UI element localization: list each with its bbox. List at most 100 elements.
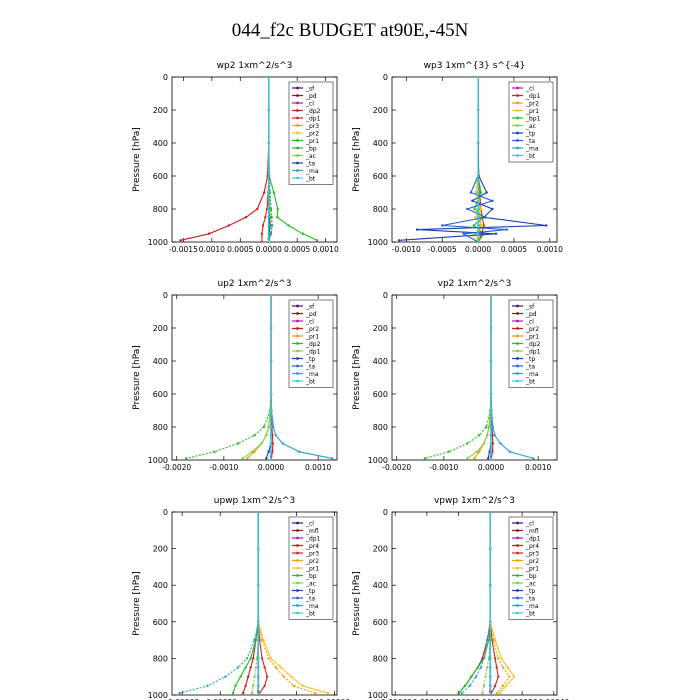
data-point <box>481 224 484 227</box>
legend-marker <box>296 176 299 180</box>
legend-label: _dp1 <box>525 93 541 100</box>
x-tick-label: 0.0010 <box>312 245 338 254</box>
data-point <box>487 425 491 429</box>
legend-label: _pd <box>305 311 317 318</box>
data-point <box>457 691 460 695</box>
y-tick-label: 1000 <box>368 238 388 247</box>
data-point <box>250 691 254 695</box>
data-point <box>505 228 508 231</box>
legend-label: _pr3 <box>305 550 319 557</box>
legend-marker <box>296 536 299 540</box>
data-point <box>179 239 182 242</box>
y-tick-label: 400 <box>373 581 388 590</box>
legend-marker <box>516 342 519 345</box>
x-tick-label: 0.0010 <box>525 463 551 472</box>
data-point <box>262 191 266 194</box>
data-point <box>267 191 270 194</box>
data-point <box>292 684 296 688</box>
data-point <box>460 691 464 695</box>
legend-marker <box>516 581 519 585</box>
legend-marker <box>296 327 299 330</box>
series-line-ac <box>481 512 491 694</box>
data-point <box>231 691 235 695</box>
y-tick-label: 200 <box>153 545 168 554</box>
data-point <box>484 675 487 678</box>
legend-marker <box>296 379 299 383</box>
data-point <box>491 442 495 445</box>
x-tick-label: -0.0010 <box>209 463 238 472</box>
data-point <box>489 584 492 587</box>
y-tick-label: 1000 <box>148 238 168 247</box>
legend-marker <box>516 536 519 540</box>
data-point <box>257 675 260 678</box>
y-tick-label: 1000 <box>148 691 168 700</box>
legend-label: _bt <box>525 378 536 385</box>
data-point <box>269 232 273 235</box>
data-point <box>234 684 237 688</box>
x-tick-label: -0.00060 <box>165 698 199 700</box>
data-point <box>263 684 266 688</box>
data-point <box>265 675 269 678</box>
data-point <box>485 425 488 429</box>
legend-label: _cl <box>305 520 314 527</box>
data-point <box>489 547 492 550</box>
data-point <box>290 675 293 678</box>
legend-label: _pr4 <box>305 543 319 550</box>
legend-label: _pr1 <box>305 333 319 340</box>
data-point <box>466 457 469 460</box>
data-point <box>298 450 301 453</box>
data-point <box>269 450 273 453</box>
legend-marker <box>296 146 299 150</box>
y-tick-label: 200 <box>153 324 168 333</box>
data-point <box>489 442 493 445</box>
legend-label: _cl <box>525 85 534 92</box>
data-point <box>489 458 493 460</box>
legend-label: _ac <box>525 580 536 587</box>
legend-label: _dp1 <box>305 535 321 542</box>
legend-marker <box>516 116 519 120</box>
legend-marker <box>516 304 519 308</box>
y-tick-label: 0 <box>383 291 388 300</box>
legend-marker <box>296 86 299 90</box>
y-tick-label: 0 <box>163 508 168 517</box>
legend-label: _pr2 <box>525 558 539 565</box>
data-point <box>281 442 284 445</box>
data-point <box>301 684 304 688</box>
x-tick-label: -0.0020 <box>162 463 191 472</box>
data-point <box>241 457 244 460</box>
legend-marker <box>516 559 519 562</box>
series-line-bp <box>232 512 259 694</box>
legend-label: _dp1 <box>525 348 541 355</box>
x-tick-label: 0.00030 <box>281 698 312 700</box>
data-point <box>472 224 475 227</box>
data-point <box>267 425 270 429</box>
data-point <box>326 691 330 695</box>
data-point <box>494 232 498 235</box>
panel-title: wp3 1xm^{3} s^{-4} <box>424 61 526 71</box>
data-point <box>469 191 473 194</box>
data-point <box>282 675 285 678</box>
x-tick-label: -0.0010 <box>392 245 421 254</box>
data-point <box>474 675 478 678</box>
data-point <box>498 691 502 695</box>
legend-label: _tp <box>525 588 535 595</box>
legend-marker <box>516 101 519 105</box>
x-tick-label: -0.0005 <box>428 245 457 254</box>
y-tick-label: 800 <box>153 423 168 432</box>
legend-label: _ma <box>525 145 539 152</box>
legend-marker <box>516 154 519 157</box>
data-point <box>184 457 188 460</box>
chart-panel-4: upwp 1xm^2/s^3 Pressure [hPa] 0 200 400 600 80… <box>132 496 350 700</box>
legend-label: _bt <box>305 610 316 617</box>
legend-label: _pr2 <box>525 326 539 333</box>
data-point <box>397 239 401 242</box>
panel-title: up2 1xm^2/s^3 <box>217 279 291 289</box>
legend-label: _sf <box>305 85 315 92</box>
legend-marker <box>296 521 299 525</box>
data-point <box>269 392 273 396</box>
x-tick-label: 0.0010 <box>305 463 331 472</box>
data-point <box>261 224 265 227</box>
data-point <box>274 434 277 437</box>
legend-marker <box>296 161 299 165</box>
